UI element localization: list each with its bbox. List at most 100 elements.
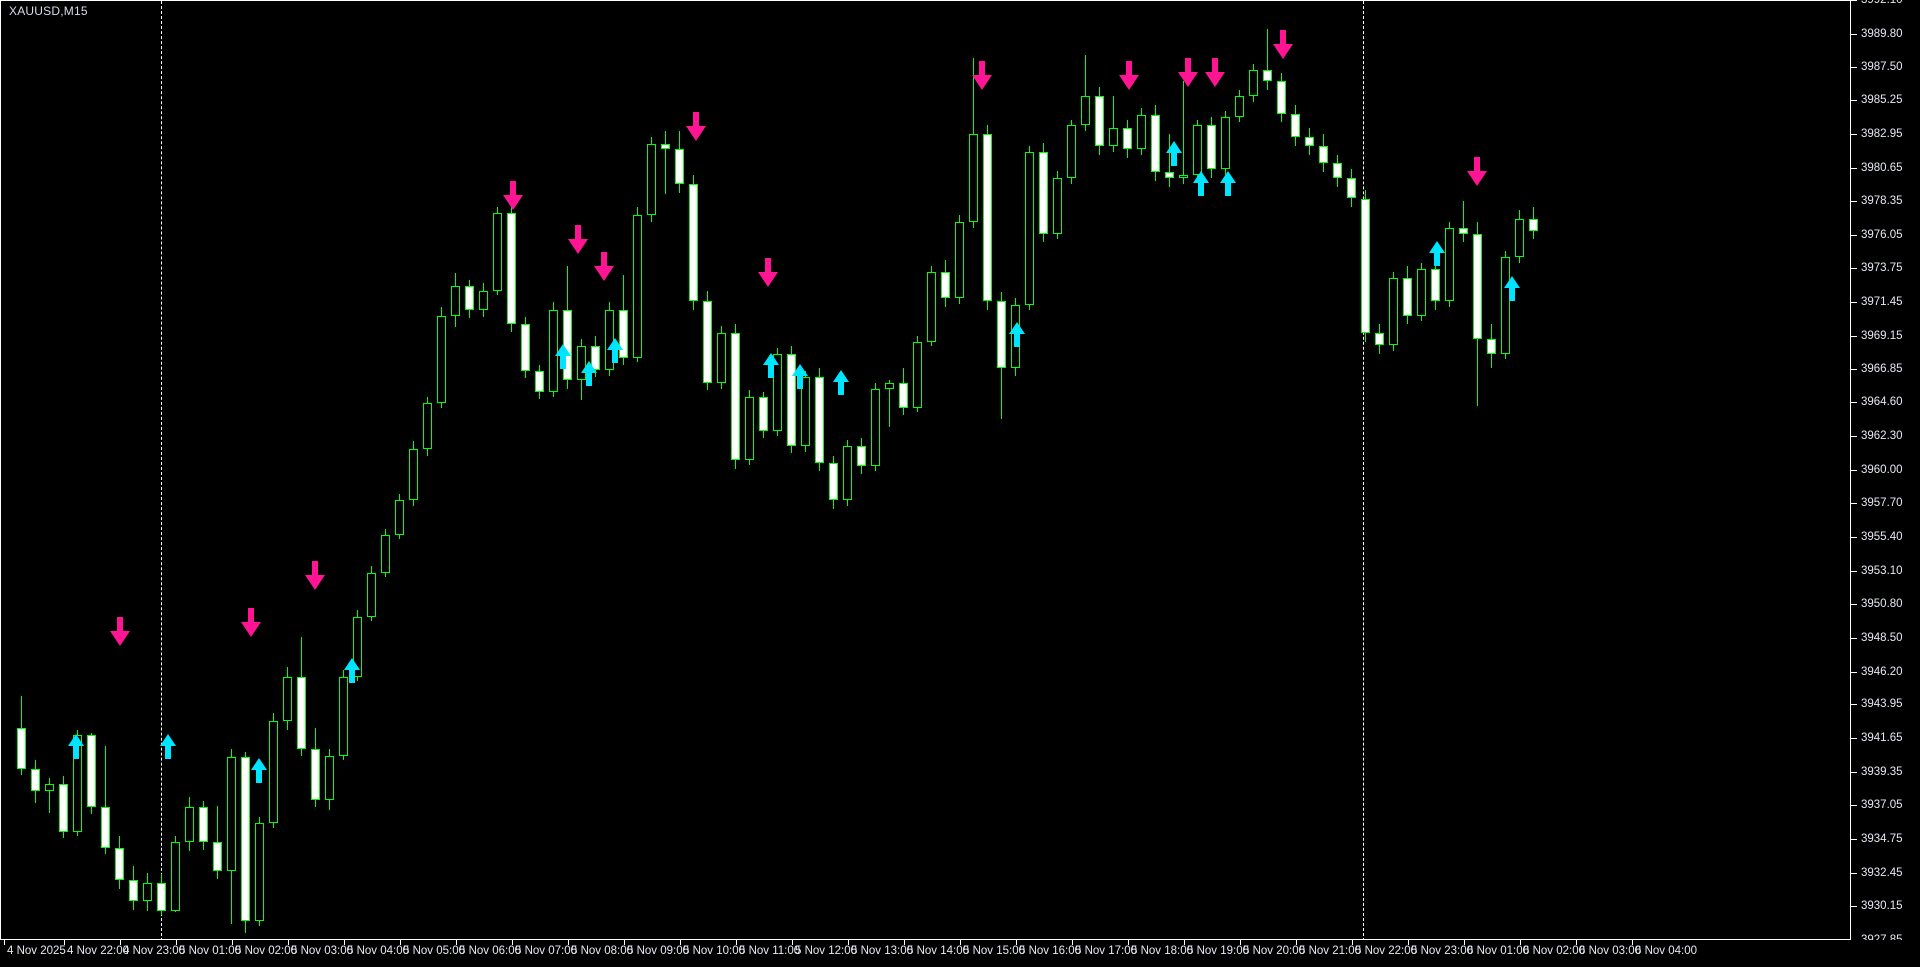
price-tick-label: 3939.35 [1861,765,1903,778]
buy-signal-arrow-icon [159,734,177,760]
candle-body-bullish [1193,125,1202,176]
candle-body-bullish [577,346,586,380]
candle-body-bearish [941,271,950,298]
sell-signal-arrow-icon [757,258,779,288]
time-tick-label: 5 Nov 19:00 [1187,945,1250,957]
candle-body-bullish [1221,116,1230,170]
candle-body-bullish [479,290,488,310]
time-tick-label: 4 Nov 23:00 [123,945,186,957]
candle-body-bearish [703,300,712,383]
candle-wick [1085,55,1086,132]
time-tick-label: 5 Nov 11:00 [739,945,801,957]
candle-body-bullish [353,616,362,677]
time-tick-label: 6 Nov 04:00 [1635,945,1698,957]
time-tick-label: 6 Nov 01:00 [1467,945,1530,957]
price-tick-label: 3957.70 [1861,497,1903,510]
candle-body-bullish [1235,96,1244,117]
candle-body-bullish [1179,175,1188,179]
price-tick-label: 3955.40 [1861,530,1903,543]
price-tick-label: 3982.95 [1861,127,1903,140]
price-tick-label: 3976.05 [1861,228,1903,241]
candle-body-bearish [899,382,908,408]
price-tick-label: 3932.45 [1861,866,1903,879]
price-tick [1851,672,1857,673]
candle-body-bearish [311,748,320,800]
candle-body-bullish [647,144,656,215]
candle-body-bearish [1305,137,1314,146]
candle-body-bullish [493,213,502,291]
price-tick [1851,34,1857,35]
candle-body-bullish [1025,151,1034,306]
price-tick-label: 3937.05 [1861,799,1903,812]
sell-signal-arrow-icon [1177,58,1199,88]
time-tick-label: 5 Nov 13:00 [851,945,914,957]
time-tick-label: 5 Nov 20:00 [1243,945,1306,957]
candle-body-bearish [857,445,866,467]
price-tick-label: 3964.60 [1861,396,1903,409]
time-tick [568,940,569,945]
candle-body-bullish [885,382,894,389]
candle-body-bearish [17,728,26,770]
candle-body-bearish [1039,151,1048,234]
candle-body-bearish [213,842,222,872]
price-tick [1851,704,1857,705]
candle-body-bullish [227,757,236,872]
time-tick [120,940,121,945]
sell-signal-arrow-icon [567,225,589,255]
candle-body-bearish [591,346,600,370]
sell-signal-arrow-icon [502,181,524,211]
price-tick [1851,369,1857,370]
candle-body-bearish [1431,268,1440,301]
price-tick [1851,604,1857,605]
time-tick [232,940,233,945]
buy-signal-arrow-icon [250,758,268,784]
price-axis[interactable]: 3992.10 3989.80 3987.50 3985.25 3982.95 3980.… [1851,0,1920,946]
candle-body-bullish [1445,227,1454,301]
candle-body-bearish [1123,128,1132,149]
time-tick-label: 5 Nov 10:00 [683,945,746,957]
time-tick-label: 5 Nov 09:00 [627,945,690,957]
candle-body-bearish [675,148,684,184]
time-tick [64,940,65,945]
price-tick [1851,302,1857,303]
candle-body-bullish [549,309,558,392]
candle-body-bearish [1095,96,1104,146]
price-tick-label: 3930.15 [1861,900,1903,913]
sell-signal-arrow-icon [109,617,131,647]
candle-body-bearish [297,676,306,749]
buy-signal-arrow-icon [1503,276,1521,302]
time-tick [176,940,177,945]
price-tick [1851,537,1857,538]
sell-signal-arrow-icon [304,561,326,591]
candle-body-bearish [521,324,530,372]
candle-body-bullish [185,807,194,843]
candle-body-bearish [1207,125,1216,170]
time-tick-label: 5 Nov 18:00 [1131,945,1194,957]
time-tick-label: 5 Nov 23:00 [1411,945,1474,957]
price-tick-label: 3953.10 [1861,564,1903,577]
candle-body-bullish [1501,257,1510,354]
time-tick-label: 4 Nov 22:00 [67,945,130,957]
buy-signal-arrow-icon [343,658,361,684]
candle-body-bullish [395,499,404,535]
candle-wick [49,777,50,813]
price-tick [1851,503,1857,504]
candle-body-bearish [31,769,40,792]
candle-body-bearish [787,353,796,446]
price-tick-label: 3950.80 [1861,598,1903,611]
time-tick [848,940,849,945]
candle-body-bullish [955,221,964,298]
candle-body-bearish [129,880,138,901]
buy-signal-arrow-icon [554,344,572,370]
sell-signal-arrow-icon [1118,61,1140,91]
candle-wick [217,805,218,879]
time-tick-label: 4 Nov 2025 [7,945,66,957]
candle-body-bullish [633,214,642,358]
price-tick [1851,873,1857,874]
candle-body-bullish [745,397,754,461]
price-tick-label: 3941.65 [1861,732,1903,745]
time-tick [1296,940,1297,945]
chart-plot-area[interactable]: XAUUSD,M15 [0,0,1851,940]
time-axis[interactable]: 4 Nov 2025 4 Nov 22:00 4 Nov 23:00 5 Nov 01… [0,940,1920,967]
price-tick [1851,772,1857,773]
